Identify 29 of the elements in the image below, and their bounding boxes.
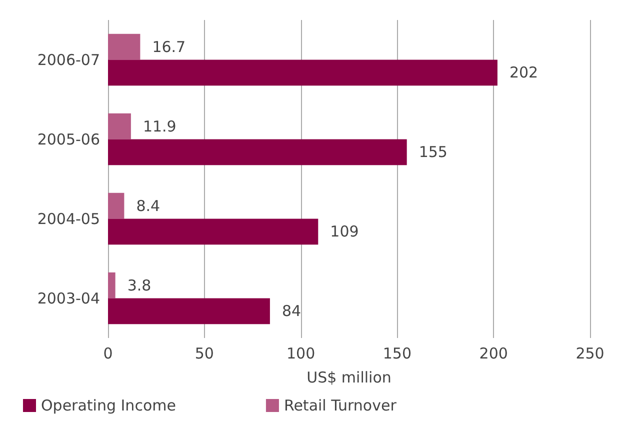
data-label: 16.7 [152,38,186,56]
y-tick-label: 2003-04 [37,289,100,308]
x-tick-label: 50 [194,344,214,362]
data-label: 202 [509,64,538,82]
x-tick-label: 0 [103,344,113,362]
data-label: 155 [418,143,448,162]
bar [108,272,116,298]
legend-label: Operating Income [41,396,176,414]
data-label: 11.9 [142,117,176,136]
legend-label: Retail Turnover [284,396,398,414]
data-label: 8.4 [136,196,160,215]
bar [108,113,131,140]
y-tick-label: 2005-06 [37,130,100,148]
bar [108,298,270,324]
bar [108,192,124,219]
x-tick-label: 250 [576,344,604,362]
bar [108,60,498,86]
x-tick-label: 200 [479,344,508,362]
data-label: 3.8 [127,276,152,294]
bar [108,34,140,60]
x-tick-label: 100 [286,344,316,362]
x-tick-label: 150 [382,344,412,362]
bar [108,139,407,166]
y-tick-label: 2004-05 [37,210,100,228]
y-tick-label: 2006-07 [37,50,100,69]
data-label: 109 [330,222,359,241]
x-axis-title: US$ million [306,368,392,386]
bar [108,218,318,245]
data-label: 84 [282,302,302,320]
